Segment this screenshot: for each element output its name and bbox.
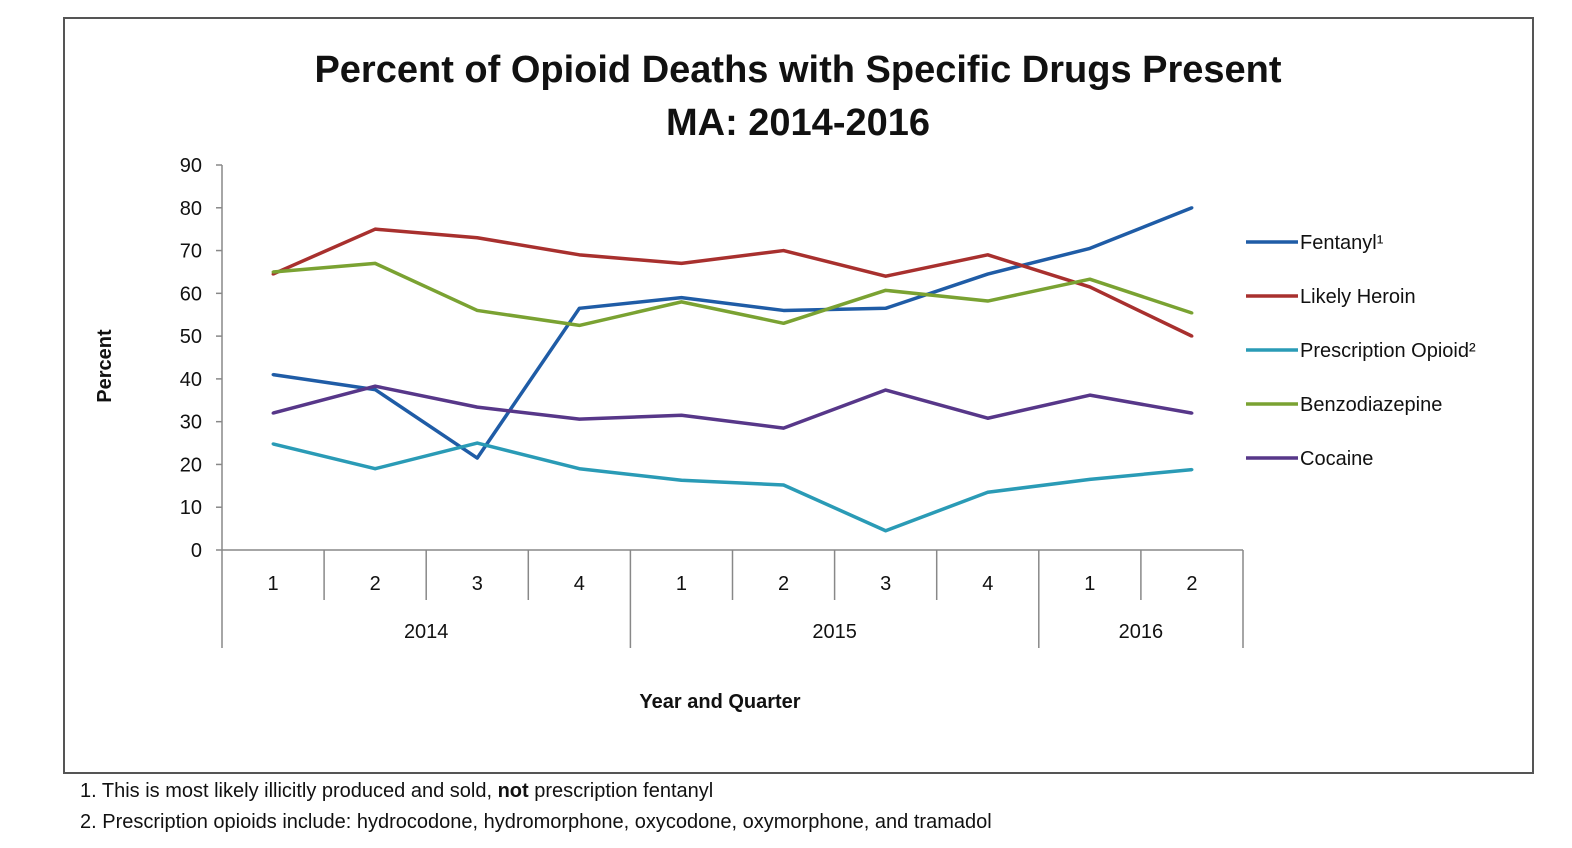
footnote-2: 2. Prescription opioids include: hydroco… (80, 811, 992, 833)
year-label: 2014 (404, 621, 449, 643)
data-point-fentanyl (475, 456, 479, 460)
data-point-likely-heroin (679, 261, 683, 265)
y-tick-label: 90 (180, 155, 202, 177)
data-point-likely-heroin (1190, 334, 1194, 338)
data-point-benzodiazepine (782, 321, 786, 325)
data-point-cocaine (782, 426, 786, 430)
data-point-fentanyl (271, 373, 275, 377)
y-tick-label: 70 (180, 241, 202, 263)
data-point-cocaine (577, 417, 581, 421)
y-axis-label: Percent (94, 329, 116, 403)
legend-label-likely-heroin: Likely Heroin (1300, 286, 1416, 308)
data-point-likely-heroin (884, 274, 888, 278)
data-point-prescription-opioid (373, 467, 377, 471)
x-axis-label: Year and Quarter (639, 691, 800, 713)
data-point-prescription-opioid (986, 490, 990, 494)
data-point-likely-heroin (577, 253, 581, 257)
legend-label-cocaine: Cocaine (1300, 448, 1373, 470)
x-tick-label: 3 (472, 573, 483, 595)
data-point-benzodiazepine (1088, 277, 1092, 281)
data-point-likely-heroin (475, 236, 479, 240)
data-point-cocaine (271, 411, 275, 415)
y-tick-label: 20 (180, 454, 202, 476)
chart-subtitle: MA: 2014-2016 (666, 102, 930, 144)
data-point-benzodiazepine (475, 308, 479, 312)
data-point-prescription-opioid (679, 478, 683, 482)
data-point-fentanyl (373, 388, 377, 392)
data-point-prescription-opioid (1190, 468, 1194, 472)
footnote-1-bold: not (497, 780, 529, 802)
x-tick-label: 1 (1084, 573, 1095, 595)
data-point-prescription-opioid (271, 442, 275, 446)
year-label: 2016 (1119, 621, 1164, 643)
data-point-fentanyl (679, 296, 683, 300)
legend-label-fentanyl: Fentanyl¹ (1300, 232, 1384, 254)
data-point-benzodiazepine (679, 300, 683, 304)
legend-label-prescription-opioid: Prescription Opioid² (1300, 340, 1476, 362)
data-point-cocaine (884, 388, 888, 392)
data-point-benzodiazepine (373, 261, 377, 265)
series-line-benzodiazepine (272, 261, 1193, 328)
data-point-fentanyl (1088, 246, 1092, 250)
data-point-prescription-opioid (475, 441, 479, 445)
year-label: 2015 (812, 621, 857, 643)
data-point-prescription-opioid (884, 529, 888, 533)
y-tick-label: 10 (180, 497, 202, 519)
x-tick-label: 2 (778, 573, 789, 595)
data-point-prescription-opioid (1088, 477, 1092, 481)
data-point-benzodiazepine (271, 270, 275, 274)
data-point-benzodiazepine (884, 288, 888, 292)
legend-label-benzodiazepine: Benzodiazepine (1300, 394, 1442, 416)
data-point-prescription-opioid (782, 483, 786, 487)
chart-title: Percent of Opioid Deaths with Specific D… (314, 49, 1281, 91)
chart-frame (63, 17, 1534, 774)
data-point-likely-heroin (986, 253, 990, 257)
x-tick-label: 4 (982, 573, 993, 595)
data-point-fentanyl (884, 306, 888, 310)
data-point-likely-heroin (1088, 285, 1092, 289)
data-point-fentanyl (986, 272, 990, 276)
data-point-benzodiazepine (1190, 311, 1194, 315)
data-point-cocaine (679, 413, 683, 417)
series-line-prescription-opioid (272, 441, 1193, 533)
x-tick-label: 1 (267, 573, 278, 595)
y-tick-label: 80 (180, 198, 202, 220)
data-point-likely-heroin (373, 227, 377, 231)
footnote-1-text-end: prescription fentanyl (528, 780, 714, 802)
series-line-cocaine (272, 384, 1193, 430)
data-point-likely-heroin (782, 249, 786, 253)
y-tick-label: 0 (191, 540, 202, 562)
y-tick-label: 60 (180, 283, 202, 305)
x-tick-label: 1 (676, 573, 687, 595)
data-point-prescription-opioid (577, 467, 581, 471)
data-point-cocaine (1088, 393, 1092, 397)
y-tick-label: 30 (180, 412, 202, 434)
x-tick-label: 4 (574, 573, 585, 595)
data-point-fentanyl (577, 306, 581, 310)
data-point-cocaine (986, 416, 990, 420)
data-point-fentanyl (782, 308, 786, 312)
x-tick-label: 2 (1186, 573, 1197, 595)
data-point-cocaine (373, 384, 377, 388)
y-tick-label: 50 (180, 326, 202, 348)
series-line-fentanyl (272, 206, 1193, 460)
data-point-cocaine (475, 405, 479, 409)
footnote-1-text: 1. This is most likely illicitly produce… (80, 780, 498, 802)
x-tick-label: 2 (370, 573, 381, 595)
data-point-fentanyl (1190, 206, 1194, 210)
data-point-cocaine (1190, 411, 1194, 415)
series-line-likely-heroin (272, 227, 1193, 338)
data-point-benzodiazepine (577, 323, 581, 327)
footnote-1: 1. This is most likely illicitly produce… (80, 780, 713, 803)
x-tick-label: 3 (880, 573, 891, 595)
data-point-benzodiazepine (986, 299, 990, 303)
y-tick-label: 40 (180, 369, 202, 391)
